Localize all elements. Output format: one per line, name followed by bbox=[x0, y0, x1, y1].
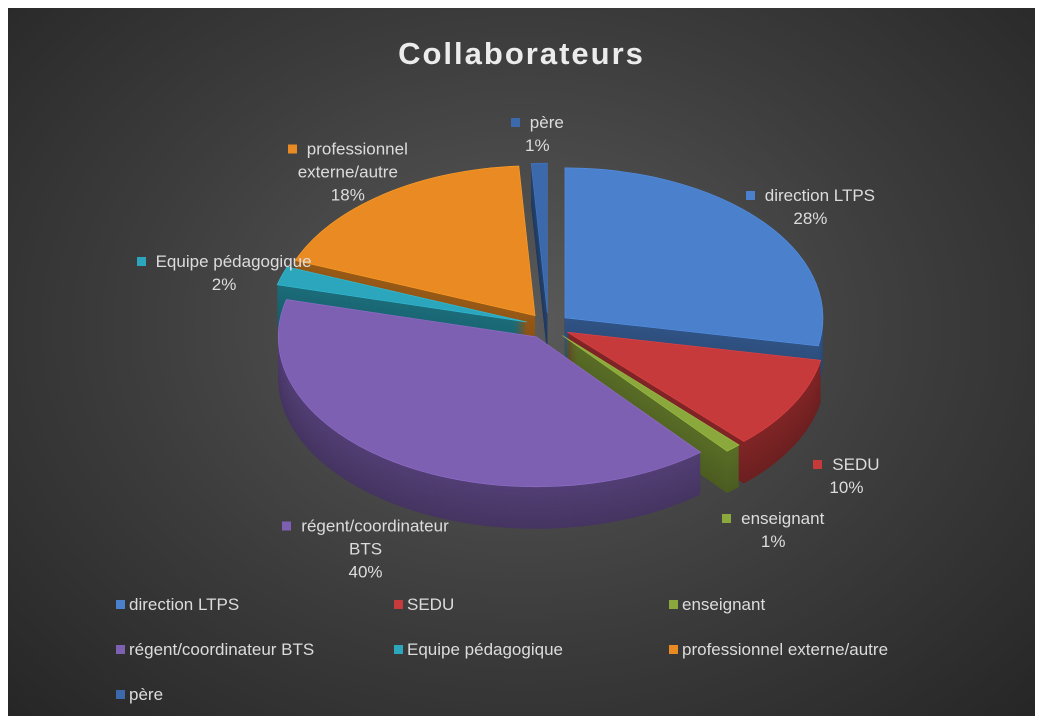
legend-entry: père bbox=[116, 685, 163, 705]
data-label-text: professionnel externe/autre bbox=[297, 139, 408, 182]
legend-text: direction LTPS bbox=[129, 595, 240, 614]
data-label-value: 1% bbox=[760, 531, 786, 551]
pie-slice bbox=[277, 299, 702, 488]
pie-slice bbox=[530, 162, 548, 314]
data-label-text: direction LTPS bbox=[764, 185, 875, 205]
data-label: père 1% bbox=[442, 111, 632, 157]
data-label-name: régent/coordinateur BTS bbox=[271, 514, 461, 560]
data-label: Equipe pédagogique 2% bbox=[129, 250, 319, 296]
legend-swatch bbox=[116, 690, 125, 699]
legend-swatch bbox=[669, 645, 678, 654]
data-label: enseignant 1% bbox=[678, 507, 868, 553]
legend-text: père bbox=[129, 685, 164, 704]
data-label-swatch bbox=[722, 513, 732, 523]
legend-entry: SEDU bbox=[394, 595, 454, 615]
data-label-text: régent/coordinateur BTS bbox=[301, 516, 449, 559]
data-label-swatch bbox=[745, 190, 755, 200]
pie-slice bbox=[562, 335, 740, 452]
data-label-name: père bbox=[442, 111, 632, 134]
data-label-swatch bbox=[287, 144, 297, 154]
data-label-swatch bbox=[136, 257, 146, 267]
pie-area bbox=[276, 162, 824, 529]
legend-text: professionnel externe/autre bbox=[682, 640, 889, 659]
pie-slice bbox=[564, 167, 824, 347]
data-label-value: 28% bbox=[793, 208, 828, 228]
data-label-name: SEDU bbox=[751, 453, 941, 476]
data-label-text: Equipe pédagogique bbox=[155, 252, 312, 272]
pie-slice bbox=[276, 266, 528, 323]
chart-title: Collaborateurs bbox=[398, 36, 645, 71]
legend-swatch bbox=[394, 645, 403, 654]
data-label-swatch bbox=[813, 459, 823, 469]
data-label-text: enseignant bbox=[741, 508, 825, 528]
data-label: SEDU 10% bbox=[751, 453, 941, 499]
data-label-text: père bbox=[529, 112, 564, 132]
legend-text: Equipe pédagogique bbox=[407, 640, 563, 659]
data-label-swatch bbox=[510, 117, 520, 127]
legend-text: SEDU bbox=[407, 595, 455, 614]
legend-entry: direction LTPS bbox=[116, 595, 239, 615]
chart: Collaborateurs direction LTPS 28% SEDU 10% e… bbox=[8, 8, 1035, 716]
data-label-name: professionnel externe/autre bbox=[253, 138, 443, 184]
legend-text: enseignant bbox=[682, 595, 766, 614]
legend-swatch bbox=[669, 600, 678, 609]
legend-entry: régent/coordinateur BTS bbox=[116, 640, 314, 660]
legend-swatch bbox=[116, 600, 125, 609]
legend-entry: Equipe pédagogique bbox=[394, 640, 563, 660]
data-label-name: Equipe pédagogique bbox=[129, 250, 319, 273]
data-label: direction LTPS 28% bbox=[715, 184, 905, 230]
data-label: régent/coordinateur BTS 40% bbox=[271, 514, 461, 583]
data-label-text: SEDU bbox=[832, 454, 880, 474]
legend-swatch bbox=[394, 600, 403, 609]
data-label-value: 18% bbox=[330, 185, 365, 205]
legend-entry: professionnel externe/autre bbox=[669, 640, 888, 660]
data-label-swatch bbox=[282, 521, 292, 531]
data-label-value: 2% bbox=[211, 275, 237, 295]
data-label-value: 40% bbox=[348, 562, 383, 582]
data-label-value: 10% bbox=[829, 477, 864, 497]
data-label-value: 1% bbox=[525, 135, 550, 155]
legend-text: régent/coordinateur BTS bbox=[129, 640, 315, 659]
data-label-name: direction LTPS bbox=[715, 184, 905, 207]
pie-slice bbox=[567, 331, 822, 442]
data-label-name: enseignant bbox=[678, 507, 868, 530]
data-label: professionnel externe/autre 18% bbox=[253, 138, 443, 207]
legend-swatch bbox=[116, 645, 125, 654]
legend-entry: enseignant bbox=[669, 595, 765, 615]
pie-slice bbox=[294, 165, 536, 317]
